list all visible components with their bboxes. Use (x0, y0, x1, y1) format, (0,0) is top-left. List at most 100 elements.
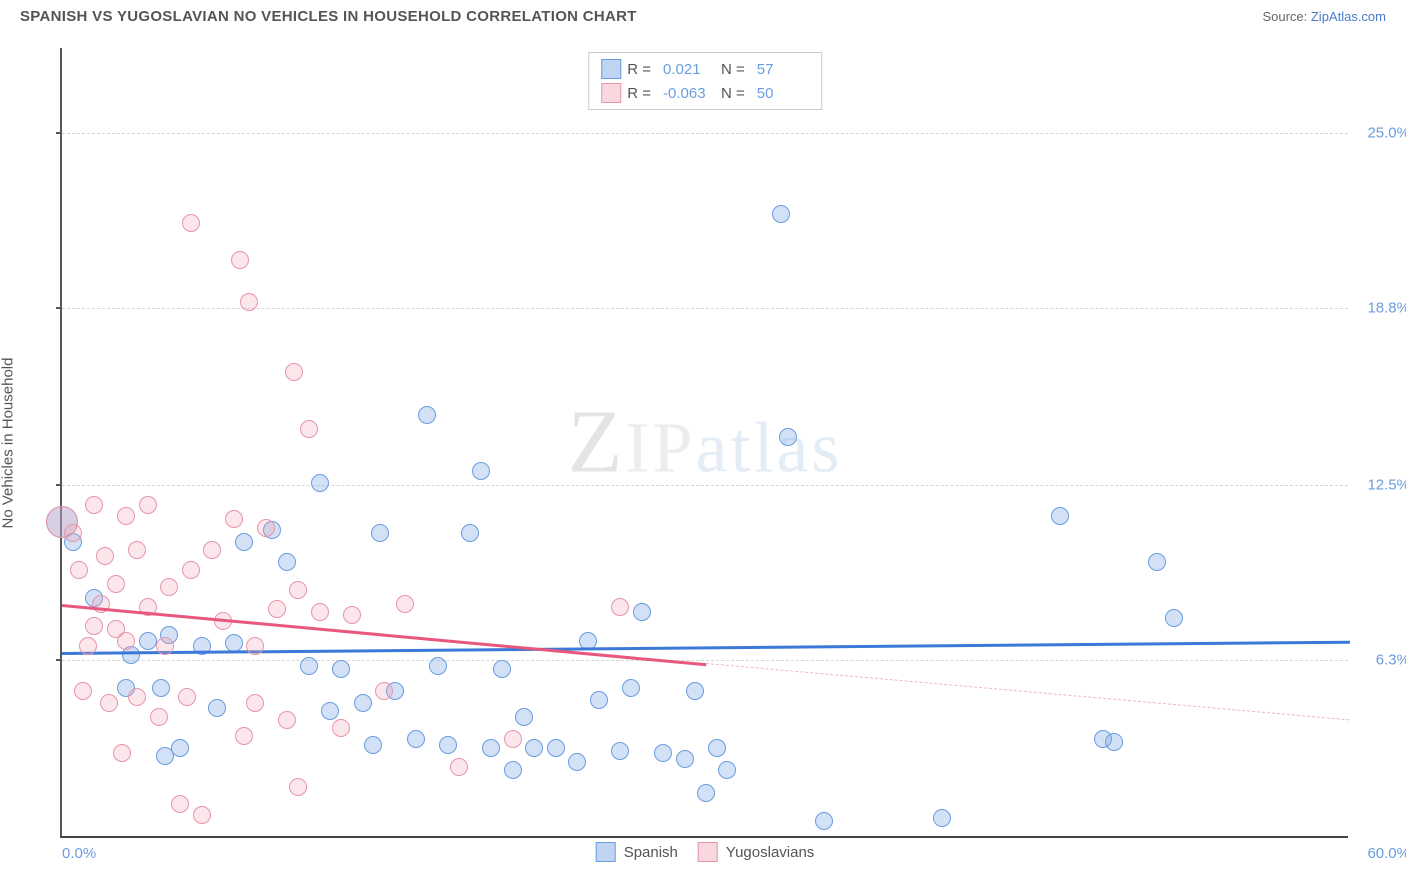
r-label: R = (627, 85, 651, 102)
data-point-blue (278, 553, 296, 571)
data-point-blue (654, 744, 672, 762)
legend-stats-row: R = 0.021 N = 57 (601, 57, 809, 81)
data-point-blue (461, 524, 479, 542)
chart-title: SPANISH VS YUGOSLAVIAN NO VEHICLES IN HO… (20, 8, 637, 25)
data-point-pink (182, 214, 200, 232)
y-tick-mark (56, 484, 62, 486)
y-tick-label: 18.8% (1354, 299, 1406, 316)
gridline-h (62, 660, 1348, 661)
r-label: R = (627, 61, 651, 78)
data-point-pink (74, 682, 92, 700)
data-point-pink (231, 251, 249, 269)
data-point-blue (525, 739, 543, 757)
data-point-pink (240, 293, 258, 311)
n-label: N = (721, 61, 745, 78)
data-point-pink (289, 778, 307, 796)
data-point-pink (203, 541, 221, 559)
data-point-pink (160, 578, 178, 596)
data-point-pink (285, 363, 303, 381)
data-point-pink (450, 758, 468, 776)
data-point-blue (354, 694, 372, 712)
chart-header: SPANISH VS YUGOSLAVIAN NO VEHICLES IN HO… (0, 0, 1406, 29)
data-point-pink (128, 541, 146, 559)
legend-swatch (596, 842, 616, 862)
data-point-pink (85, 617, 103, 635)
gridline-h (62, 133, 1348, 134)
data-point-pink (225, 510, 243, 528)
y-tick-mark (56, 659, 62, 661)
legend-swatch (601, 59, 621, 79)
source-citation: Source: ZipAtlas.com (1262, 9, 1386, 24)
data-point-pink (64, 524, 82, 542)
data-point-blue (311, 474, 329, 492)
data-point-blue (568, 753, 586, 771)
legend-swatch (601, 83, 621, 103)
data-point-pink (117, 632, 135, 650)
plot-area: ZIPatlas 6.3%12.5%18.8%25.0%0.0%60.0%R =… (60, 48, 1348, 838)
data-point-blue (321, 702, 339, 720)
data-point-blue (439, 736, 457, 754)
legend-series: Spanish Yugoslavians (596, 842, 815, 862)
data-point-pink (150, 708, 168, 726)
data-point-pink (171, 795, 189, 813)
data-point-blue (697, 784, 715, 802)
data-point-blue (611, 742, 629, 760)
data-point-pink (117, 507, 135, 525)
gridline-h (62, 485, 1348, 486)
legend-item: Spanish (596, 842, 678, 862)
data-point-blue (472, 462, 490, 480)
data-point-blue (676, 750, 694, 768)
data-point-pink (139, 496, 157, 514)
data-point-pink (611, 598, 629, 616)
r-value: 0.021 (663, 61, 715, 78)
legend-stats: R =0.021N =57R =-0.063N =50 (588, 52, 822, 110)
y-tick-label: 25.0% (1354, 124, 1406, 141)
x-tick-label: 60.0% (1367, 845, 1406, 862)
data-point-blue (547, 739, 565, 757)
data-point-blue (429, 657, 447, 675)
data-point-pink (246, 694, 264, 712)
y-tick-mark (56, 307, 62, 309)
data-point-pink (128, 688, 146, 706)
data-point-pink (113, 744, 131, 762)
legend-label: Spanish (624, 844, 678, 861)
chart-container: No Vehicles in Household ZIPatlas 6.3%12… (48, 48, 1348, 838)
data-point-pink (156, 637, 174, 655)
r-value: -0.063 (663, 85, 715, 102)
y-tick-label: 6.3% (1354, 652, 1406, 669)
legend-item: Yugoslavians (698, 842, 814, 862)
data-point-blue (1165, 609, 1183, 627)
data-point-pink (178, 688, 196, 706)
watermark: ZIPatlas (568, 391, 843, 494)
data-point-blue (332, 660, 350, 678)
data-point-blue (418, 406, 436, 424)
data-point-blue (482, 739, 500, 757)
data-point-pink (257, 519, 275, 537)
data-point-pink (85, 496, 103, 514)
legend-stats-row: R =-0.063N =50 (601, 81, 809, 105)
legend-label: Yugoslavians (726, 844, 814, 861)
y-tick-label: 12.5% (1354, 477, 1406, 494)
data-point-blue (235, 533, 253, 551)
data-point-blue (300, 657, 318, 675)
y-tick-mark (56, 132, 62, 134)
n-label: N = (721, 85, 745, 102)
data-point-blue (779, 428, 797, 446)
data-point-blue (622, 679, 640, 697)
source-link[interactable]: ZipAtlas.com (1311, 9, 1386, 24)
data-point-blue (708, 739, 726, 757)
x-tick-label: 0.0% (62, 845, 96, 862)
data-point-blue (139, 632, 157, 650)
trend-line-pink-dashed (706, 663, 1350, 720)
data-point-pink (107, 575, 125, 593)
data-point-blue (772, 205, 790, 223)
data-point-pink (182, 561, 200, 579)
data-point-blue (1051, 507, 1069, 525)
data-point-blue (933, 809, 951, 827)
data-point-blue (515, 708, 533, 726)
data-point-blue (718, 761, 736, 779)
y-axis-label: No Vehicles in Household (0, 358, 17, 529)
data-point-pink (300, 420, 318, 438)
data-point-pink (79, 637, 97, 655)
n-value: 57 (757, 61, 809, 78)
